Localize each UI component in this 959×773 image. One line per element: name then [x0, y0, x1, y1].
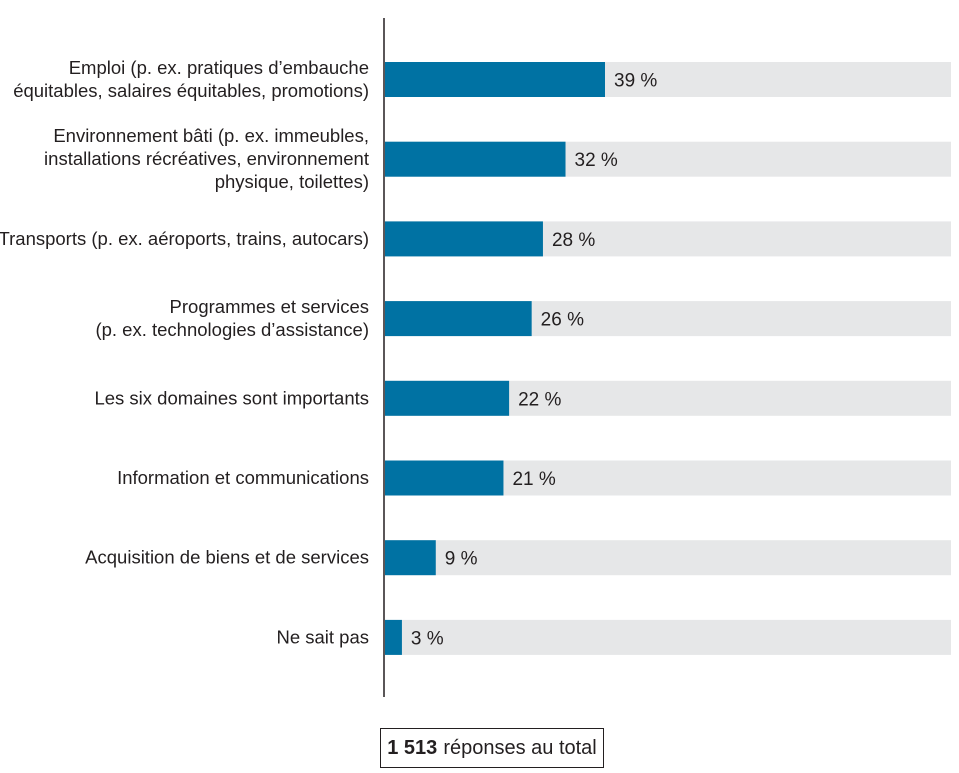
category-label-line: Emploi (p. ex. pratiques d’embauche	[69, 57, 369, 78]
category-label-line: installations récréatives, environnement	[44, 148, 369, 169]
total-text: réponses au total	[443, 736, 597, 759]
category-label-line: Information et communications	[117, 467, 369, 488]
category-label-line: Acquisition de biens et de services	[85, 547, 369, 568]
category-label-line: Ne sait pas	[276, 626, 369, 647]
category-label: Ne sait pas	[276, 626, 369, 647]
bar-track	[385, 540, 951, 576]
category-label: Les six domaines sont importants	[94, 387, 369, 408]
value-label: 22 %	[518, 389, 561, 410]
category-label-line: Les six domaines sont importants	[94, 387, 369, 408]
value-label: 28 %	[552, 230, 595, 251]
value-labels: 39 % 32 % 28 % 26 % 22 % 21 % 9 % 3 %	[411, 71, 657, 650]
category-label-line: Transports (p. ex. aéroports, trains, au…	[0, 228, 369, 249]
bar	[385, 460, 504, 496]
value-label: 26 %	[541, 310, 584, 331]
category-label-line: Environnement bâti (p. ex. immeubles,	[53, 125, 369, 146]
value-label: 3 %	[411, 628, 444, 649]
category-label-line: Programmes et services	[170, 296, 369, 317]
category-label: Programmes et services (p. ex. technologi…	[95, 296, 369, 340]
category-label-line: physique, toilettes)	[215, 171, 369, 192]
bars	[385, 62, 605, 655]
category-label-line: (p. ex. technologies d’assistance)	[95, 319, 369, 340]
category-labels: Emploi (p. ex. pratiques d’embauche équit…	[0, 57, 369, 647]
value-label: 39 %	[614, 71, 657, 92]
total-count: 1 513	[387, 736, 438, 759]
category-label: Information et communications	[117, 467, 369, 488]
bar-track	[385, 619, 951, 655]
bar	[385, 380, 510, 416]
bar	[385, 540, 436, 576]
category-label: Emploi (p. ex. pratiques d’embauche équit…	[13, 57, 369, 101]
value-label: 9 %	[445, 549, 478, 570]
total-responses-box: 1 513 réponses au total	[380, 728, 604, 768]
bar	[385, 619, 402, 655]
bar	[385, 141, 566, 177]
category-label: Acquisition de biens et de services	[85, 547, 369, 568]
bar	[385, 301, 532, 337]
value-label: 21 %	[512, 469, 555, 490]
category-label-line: équitables, salaires équitables, promoti…	[13, 80, 369, 101]
category-label: Transports (p. ex. aéroports, trains, au…	[0, 228, 369, 249]
category-label: Environnement bâti (p. ex. immeubles, ins…	[44, 125, 369, 192]
value-label: 32 %	[575, 150, 618, 171]
bar	[385, 62, 605, 97]
bar	[385, 221, 543, 257]
